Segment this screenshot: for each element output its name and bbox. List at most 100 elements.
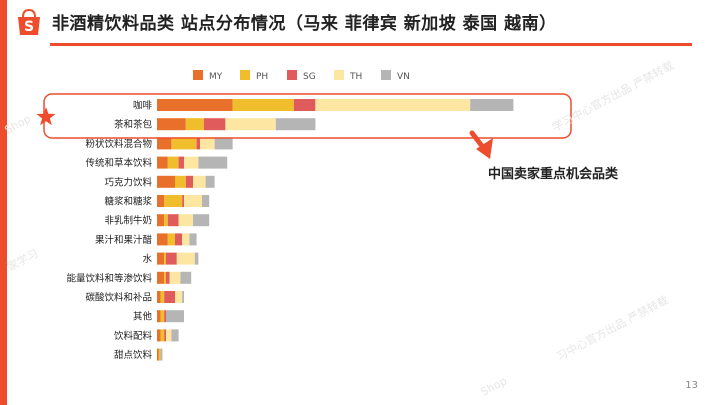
- bar-segment-vn: [193, 214, 210, 227]
- bar-segment-sg: [293, 99, 316, 111]
- title-underline: [50, 43, 692, 46]
- legend-label-sg: SG: [303, 72, 316, 82]
- bar-segment-th: [225, 118, 276, 131]
- bar-segment-vn: [189, 233, 197, 246]
- bar-segment-th: [184, 156, 199, 169]
- bar-segment-vn: [202, 195, 210, 207]
- legend-label-my: MY: [209, 72, 223, 82]
- bar-segment-my: [157, 99, 233, 111]
- bar-segment-vn: [171, 329, 179, 342]
- bar-segment-ph: [232, 99, 294, 111]
- bar-segment-ph: [160, 291, 165, 303]
- chart-legend: MY PH SG TH VN: [193, 70, 410, 82]
- legend-swatch-my: [193, 70, 203, 80]
- bar-segment-my: [157, 291, 161, 303]
- bar-segment-vn: [160, 348, 163, 361]
- left-accent-bar: [0, 0, 7, 405]
- bar-segment-my: [157, 233, 168, 246]
- category-label: 其他: [133, 311, 153, 323]
- bar-segment-my: [157, 195, 165, 207]
- bar-segment-vn: [166, 310, 184, 323]
- bar-segment-sg: [164, 291, 175, 303]
- bar-segment-vn: [275, 118, 316, 131]
- bar-segment-my: [157, 156, 168, 169]
- bar-segment-th: [182, 233, 190, 246]
- chart-bars: [157, 99, 514, 361]
- category-label: 传统和草本饮料: [85, 157, 152, 169]
- bar-segment-my: [157, 348, 159, 361]
- category-label: 巧克力饮料: [104, 176, 152, 188]
- svg-text:S: S: [24, 19, 34, 35]
- bar-segment-sg: [164, 329, 166, 342]
- bar-segment-vn: [198, 156, 228, 169]
- bar-segment-th: [166, 329, 172, 342]
- legend-swatch-sg: [287, 70, 297, 80]
- category-label: 碳酸饮料和补品: [85, 292, 152, 304]
- bar-segment-vn: [180, 271, 192, 284]
- bar-segment-sg: [164, 310, 166, 323]
- callout-label: 中国卖家重点机会品类: [488, 167, 619, 182]
- bar-segment-sg: [178, 156, 184, 169]
- bar-segment-ph: [171, 137, 197, 150]
- bar-segment-th: [200, 137, 215, 150]
- bar-segment-my: [157, 329, 161, 342]
- bar-segment-sg: [203, 118, 226, 131]
- bar-segment-sg: [166, 271, 170, 284]
- page-number: 13: [685, 380, 698, 391]
- bar-segment-ph: [175, 175, 186, 188]
- bar-segment-my: [157, 310, 161, 323]
- bar-segment-ph: [164, 252, 166, 265]
- bar-segment-sg: [182, 195, 184, 207]
- bar-segment-sg: [167, 214, 179, 227]
- bar-segment-sg: [175, 233, 183, 246]
- callout-arrow-head: [476, 138, 493, 159]
- bar-segment-th: [184, 195, 202, 207]
- bar-segment-vn: [182, 291, 184, 303]
- bar-segment-sg: [196, 137, 201, 150]
- bar-segment-vn: [470, 99, 514, 111]
- bar-segment-th: [175, 291, 183, 303]
- callout-arrow-line: [469, 130, 485, 149]
- bar-segment-sg: [185, 175, 193, 188]
- bar-segment-ph: [167, 156, 179, 169]
- bar-segment-my: [157, 137, 172, 150]
- category-label: 非乳制牛奶: [104, 215, 152, 227]
- legend-label-vn: VN: [397, 72, 410, 82]
- bar-segment-ph: [185, 118, 204, 131]
- bar-segment-ph: [164, 214, 168, 227]
- legend-label-th: TH: [349, 72, 362, 82]
- legend-swatch-vn: [381, 70, 391, 80]
- bar-segment-ph: [160, 310, 165, 323]
- bar-segment-th: [193, 175, 206, 188]
- bar-segment-my: [157, 252, 165, 265]
- category-label: 甜点饮料: [114, 349, 153, 361]
- bar-segment-ph: [164, 195, 183, 207]
- shopee-logo-icon: S: [18, 8, 40, 35]
- category-labels: 咖啡茶和茶包粉状饮料混合物传统和草本饮料巧克力饮料糖浆和糖浆非乳制牛奶果汁和果汁…: [66, 100, 152, 362]
- page-title: 非酒精饮料品类 站点分布情况（马来 菲律宾 新加坡 泰国 越南）: [52, 14, 557, 34]
- bar-segment-th: [178, 214, 193, 227]
- bar-segment-sg: [166, 252, 177, 265]
- bar-segment-th: [176, 252, 195, 265]
- bar-segment-my: [157, 271, 165, 284]
- bar-segment-th: [169, 271, 181, 284]
- category-label: 能量饮料和等渗饮料: [66, 272, 152, 284]
- bar-segment-ph: [158, 348, 161, 361]
- category-label: 水: [142, 253, 152, 265]
- bar-segment-my: [157, 214, 165, 227]
- category-label: 粉状饮料混合物: [85, 138, 152, 150]
- bar-segment-vn: [205, 175, 215, 188]
- bar-segment-ph: [160, 329, 165, 342]
- legend-swatch-ph: [240, 70, 250, 80]
- bar-segment-th: [315, 99, 471, 111]
- category-label: 饮料配料: [114, 330, 153, 342]
- legend-swatch-th: [334, 70, 344, 80]
- category-label: 糖浆和糖浆: [104, 196, 152, 208]
- bar-segment-my: [157, 118, 186, 131]
- bar-segment-my: [157, 175, 175, 188]
- category-label: 咖啡: [133, 100, 153, 112]
- star-icon: [36, 107, 56, 126]
- bar-segment-ph: [167, 233, 175, 246]
- bar-segment-vn: [214, 137, 233, 150]
